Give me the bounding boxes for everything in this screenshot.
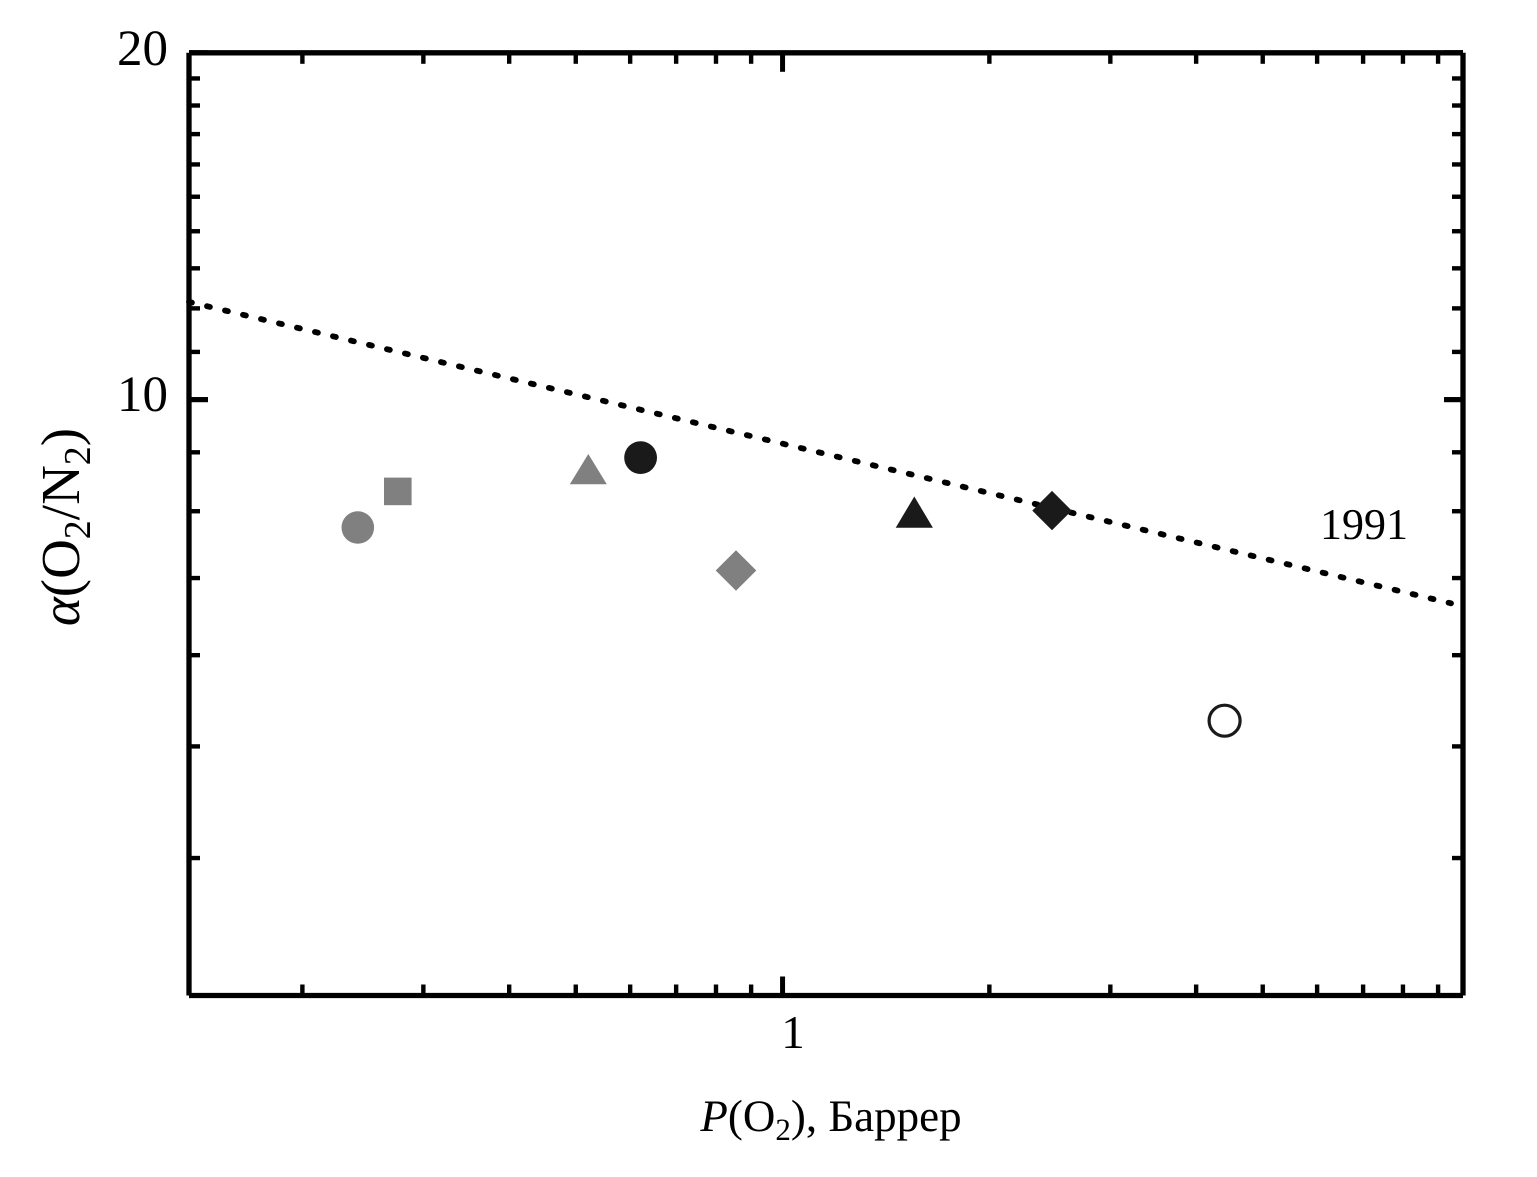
svg-text:20: 20 [117,21,168,77]
svg-text:1991: 1991 [1320,500,1408,549]
svg-text:10: 10 [117,367,168,423]
svg-text:1: 1 [781,1007,805,1059]
svg-text:P(O2), Баррер: P(O2), Баррер [699,1091,961,1147]
